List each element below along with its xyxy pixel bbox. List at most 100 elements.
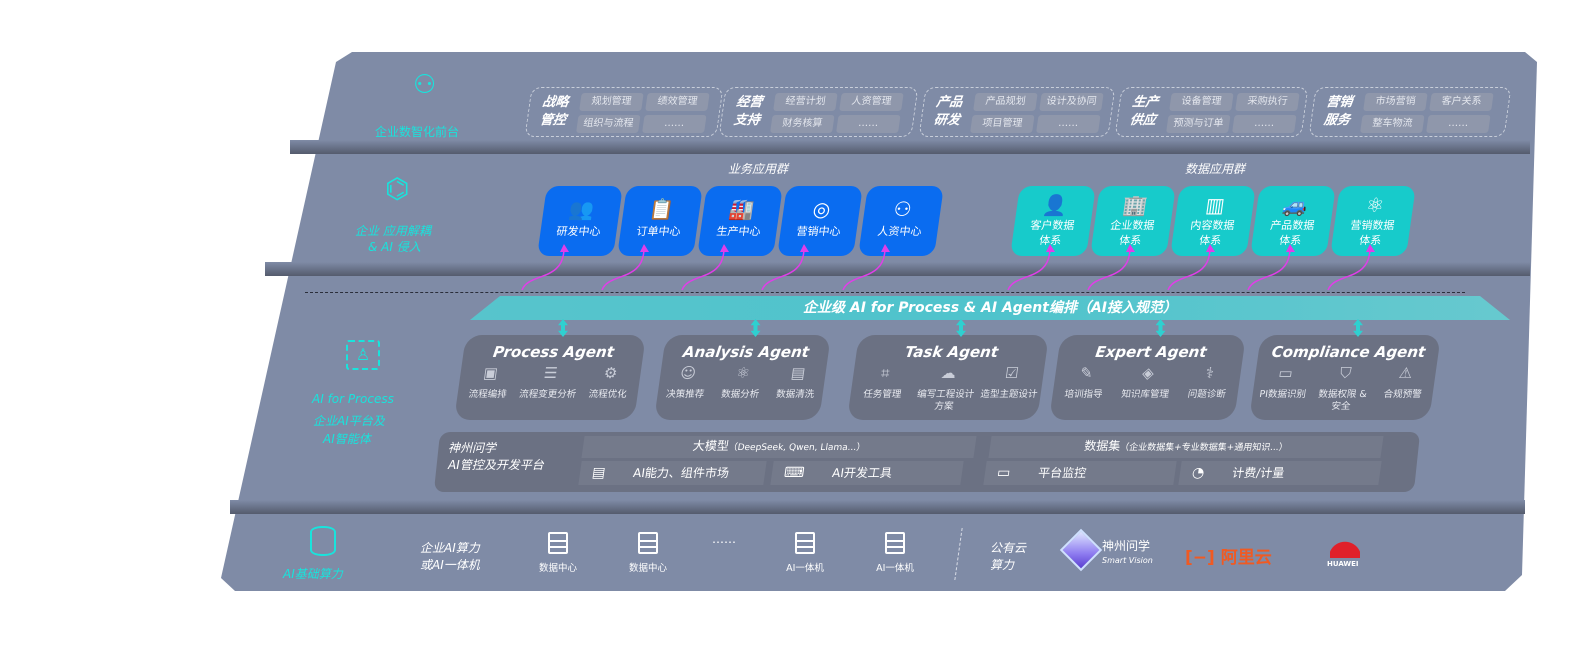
agent-card[interactable]: Task Agent ⌗ 任务管理 ☁ 编写工程设计方案 ☑ 造型主题设计 — [847, 335, 1049, 420]
capability-label: 流程编排 — [467, 389, 508, 400]
arrow-head — [640, 244, 649, 252]
compute-node[interactable]: 数据中心 — [528, 532, 588, 574]
compute-node-label: AI一体机 — [786, 563, 824, 574]
agent-card[interactable]: Compliance Agent ▭ PI数据识别 ⛉ 数据权限 & 安全 ⚠ 合规预警 — [1249, 335, 1441, 420]
dashed-separator — [305, 292, 1465, 293]
agent-capability[interactable]: ▤ 数据清洗 — [767, 364, 826, 401]
arrow-head — [560, 244, 569, 252]
compute-node[interactable]: AI一体机 — [775, 532, 835, 574]
agent-capability[interactable]: ⚠ 合规预警 — [1370, 364, 1436, 413]
dataset-bar[interactable]: 数据集（企业数据集+专业数据集+通用知识...） — [988, 436, 1384, 458]
id-card-icon: ▭ — [1277, 364, 1294, 382]
connector-arrow — [761, 247, 805, 291]
model-detail: （DeepSeek, Qwen, Llama...） — [727, 443, 866, 453]
agent-capability[interactable]: ⚕ 问题诊断 — [1175, 364, 1241, 401]
capability-label: 数据权限 & 安全 — [1317, 389, 1368, 412]
capability-label: PI数据识别 — [1258, 389, 1307, 400]
server-icon — [795, 532, 815, 554]
agent-capability[interactable]: ✎ 培训指导 — [1052, 364, 1118, 401]
public-cloud-line2: 算力 — [990, 558, 1015, 572]
double-arrow-icon — [1353, 319, 1363, 337]
agent-capability[interactable]: ☰ 流程变更分析 — [517, 364, 581, 401]
compute-node[interactable]: AI一体机 — [865, 532, 925, 574]
huawei-logo-text: HUAWEI — [1327, 560, 1359, 568]
front-layer-label: 企业数智化前台 — [375, 125, 460, 139]
atom-icon: ⚛ — [735, 364, 752, 382]
layer-divider — [290, 140, 1530, 154]
agent-capability[interactable]: ⚙ 流程优化 — [577, 364, 641, 401]
agent-capabilities: ⌗ 任务管理 ☁ 编写工程设计方案 ☑ 造型主题设计 — [848, 364, 1044, 413]
compute-node-label: 数据中心 — [628, 563, 667, 574]
agent-capabilities: ☺ 决策推荐 ⚛ 数据分析 ▤ 数据清洗 — [657, 364, 827, 401]
private-compute-label: 企业AI算力 或AI一体机 — [420, 540, 480, 574]
capability-label: 知识库管理 — [1120, 389, 1170, 400]
connector-arrow — [681, 247, 725, 291]
agent-capabilities: ▣ 流程编排 ☰ 流程变更分析 ⚙ 流程优化 — [457, 364, 642, 401]
agent-capabilities: ▭ PI数据识别 ⛉ 数据权限 & 安全 ⚠ 合规预警 — [1250, 364, 1436, 413]
agent-capability[interactable]: ▭ PI数据识别 — [1250, 364, 1316, 413]
platform-name: 神州问学 — [448, 441, 497, 455]
capability-label: 编写工程设计方案 — [916, 389, 975, 412]
shenzhou-logo-en: Smart Vision — [1102, 556, 1153, 565]
data-apps-title: 数据应用群 — [1185, 162, 1246, 176]
shenzhou-logo: 神州问学 Smart Vision — [1102, 540, 1153, 567]
agent-capability[interactable]: ▣ 流程编排 — [457, 364, 521, 401]
server-icon — [548, 532, 568, 554]
arrow-head — [1126, 244, 1135, 252]
platform-tool[interactable]: ▤ AI能力、组件市场 — [578, 461, 767, 485]
private-compute-line2: 或AI一体机 — [420, 558, 480, 572]
compute-node[interactable]: 数据中心 — [618, 532, 678, 574]
brain-icon: ⚇ — [413, 70, 437, 100]
list-icon: ☰ — [542, 364, 559, 382]
platform-tool[interactable]: ▭ 平台监控 — [983, 461, 1177, 485]
market-icon: ▤ — [590, 465, 607, 481]
platform-label: 神州问学 AI管控及开发平台 — [448, 440, 544, 474]
agent-card[interactable]: Process Agent ▣ 流程编排 ☰ 流程变更分析 ⚙ 流程优化 — [454, 335, 646, 420]
tool-label: 计费/计量 — [1231, 466, 1286, 480]
arrow-head — [1286, 244, 1295, 252]
agent-card[interactable]: Expert Agent ✎ 培训指导 ◈ 知识库管理 ⚕ 问题诊断 — [1049, 335, 1246, 420]
connector-arrow — [601, 247, 645, 291]
orchestration-banner: 企业级 AI for Process & AI Agent编排（AI接入规范） — [470, 296, 1510, 320]
double-arrow-icon — [1155, 319, 1166, 337]
monitor-icon: ▭ — [995, 465, 1012, 481]
arrow-head — [1206, 244, 1215, 252]
connector-arrow — [1327, 247, 1371, 291]
platform-tool[interactable]: ⌨ AI开发工具 — [770, 461, 964, 485]
infra-label: AI基础算力 — [283, 567, 343, 581]
model-bar[interactable]: 大模型（DeepSeek, Qwen, Llama...） — [581, 436, 977, 458]
platform-tool[interactable]: ◔ 计费/计量 — [1178, 461, 1382, 485]
arrow-head — [881, 244, 890, 252]
compute-node-label: 数据中心 — [538, 563, 577, 574]
clean-icon: ▤ — [789, 364, 807, 382]
tool-label: AI能力、组件市场 — [632, 466, 730, 480]
platform-subtitle: AI管控及开发平台 — [448, 458, 544, 472]
public-cloud-label: 公有云 算力 — [990, 540, 1026, 574]
dataset-label: 数据集 — [1083, 439, 1122, 453]
agent-capability[interactable]: ⚛ 数据分析 — [712, 364, 771, 401]
aliyun-logo: [−] 阿里云 — [1185, 548, 1272, 568]
server-icon — [885, 532, 905, 554]
agent-capability[interactable]: ☺ 决策推荐 — [657, 364, 716, 401]
business-apps-title: 业务应用群 — [728, 162, 789, 176]
agent-capability[interactable]: ⌗ 任务管理 — [848, 364, 917, 413]
agent-capability[interactable]: ☁ 编写工程设计方案 — [912, 364, 981, 413]
arrow-head — [1046, 244, 1055, 252]
agent-capability[interactable]: ☑ 造型主题设计 — [975, 364, 1044, 413]
agent-card[interactable]: Analysis Agent ☺ 决策推荐 ⚛ 数据分析 ▤ 数据清洗 — [654, 335, 831, 420]
shield-icon: ⛉ — [1338, 364, 1353, 382]
connector-arrow — [1087, 247, 1131, 291]
dataset-detail: （企业数据集+专业数据集+通用知识...） — [1119, 443, 1289, 453]
agent-name: Task Agent — [903, 343, 1000, 361]
double-arrow-icon — [956, 319, 966, 337]
capability-label: 造型主题设计 — [979, 389, 1039, 400]
database-icon — [310, 526, 336, 556]
public-cloud-line1: 公有云 — [990, 541, 1027, 555]
agent-name: Compliance Agent — [1270, 343, 1427, 361]
connector-arrow — [521, 247, 565, 291]
capability-label: 决策推荐 — [665, 389, 705, 400]
agent-capability[interactable]: ⛉ 数据权限 & 安全 — [1310, 364, 1376, 413]
agent-capability[interactable]: ◈ 知识库管理 — [1114, 364, 1180, 401]
connector-arrow — [1247, 247, 1291, 291]
layer-divider — [230, 500, 1525, 514]
